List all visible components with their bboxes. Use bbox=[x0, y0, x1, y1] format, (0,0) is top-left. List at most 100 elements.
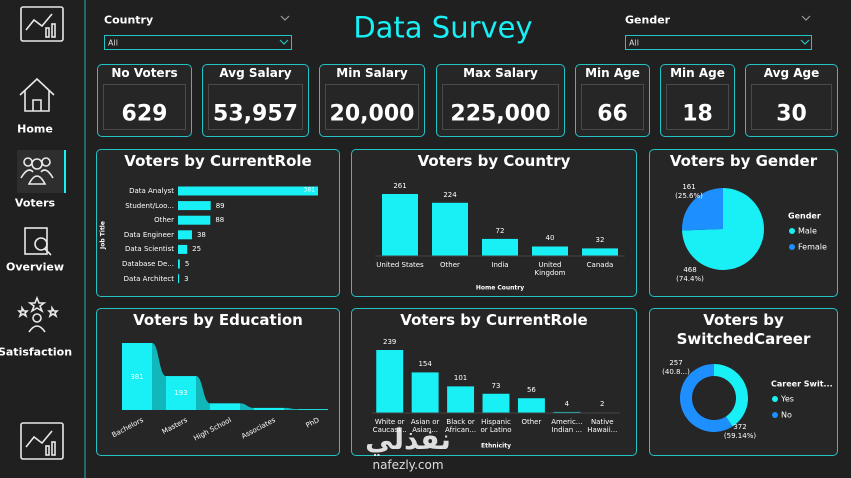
category-label: Other bbox=[154, 216, 174, 225]
kpi-card bbox=[97, 64, 192, 137]
legend-label: Female bbox=[798, 242, 827, 252]
kpi-label: Avg Salary bbox=[219, 66, 292, 81]
bar bbox=[382, 194, 418, 256]
value-label: 88 bbox=[215, 216, 225, 225]
bar bbox=[178, 274, 180, 284]
value-label: 40 bbox=[545, 234, 555, 243]
category-label: Data Engineer bbox=[123, 230, 174, 239]
value-label: 38 bbox=[196, 230, 206, 239]
bar bbox=[411, 372, 439, 413]
kpi-value: 53,957 bbox=[213, 101, 298, 127]
chart-title: Voters by CurrentRole bbox=[400, 311, 588, 329]
kpi-label: Min Age bbox=[585, 66, 640, 81]
chart-title: Voters by SwitchedCareer bbox=[676, 311, 811, 348]
home-icon[interactable] bbox=[19, 77, 55, 112]
bar bbox=[178, 215, 211, 225]
bar bbox=[432, 202, 468, 256]
kpi-value: 66 bbox=[597, 101, 628, 127]
value-label: 72 bbox=[495, 226, 505, 235]
kpi-card bbox=[575, 64, 650, 137]
value-label: 56 bbox=[526, 386, 536, 395]
legend-marker bbox=[772, 396, 778, 402]
value-label: 239 bbox=[383, 337, 397, 346]
bar bbox=[178, 201, 211, 211]
kpi-label: Min Salary bbox=[336, 66, 408, 81]
bottom-logo-icon bbox=[20, 422, 64, 460]
kpi-card bbox=[202, 64, 309, 137]
filter-value: All bbox=[108, 38, 118, 48]
bar bbox=[447, 386, 475, 413]
value-label: 381 bbox=[303, 186, 315, 194]
satisfaction-icon[interactable] bbox=[27, 295, 47, 313]
bar bbox=[122, 343, 152, 410]
page-title: Data Survey bbox=[353, 10, 533, 45]
watermark-site: nafezly.com bbox=[372, 458, 444, 473]
legend-title: Career Swit... bbox=[771, 379, 833, 389]
bar bbox=[166, 376, 196, 410]
category-label: Data Analyst bbox=[129, 186, 174, 195]
bar bbox=[553, 411, 581, 413]
bar bbox=[582, 248, 618, 256]
pie-slice bbox=[682, 188, 764, 270]
chart-title: Voters by Country bbox=[417, 152, 571, 170]
chevron[interactable] bbox=[800, 39, 810, 45]
chevron[interactable] bbox=[279, 39, 289, 45]
pie-slice bbox=[682, 188, 723, 231]
bar bbox=[210, 403, 240, 410]
category-label: Canada bbox=[586, 261, 614, 269]
filter-label: Gender bbox=[625, 13, 671, 27]
value-label: 381 bbox=[130, 372, 144, 381]
bar bbox=[254, 407, 284, 410]
kpi-value: 225,000 bbox=[450, 101, 551, 127]
value-label: 25 bbox=[192, 245, 202, 254]
nav-label[interactable]: Home bbox=[17, 122, 53, 136]
donut-slice bbox=[680, 364, 733, 432]
kpi-value: 30 bbox=[776, 101, 807, 127]
category-label: Americ... Indian ... bbox=[551, 418, 583, 435]
value-label: 154 bbox=[418, 360, 432, 369]
kpi-inner bbox=[442, 84, 559, 130]
ribbon-connector bbox=[284, 407, 298, 410]
nav-label[interactable]: Voters bbox=[14, 196, 56, 210]
value-label: 193 bbox=[174, 388, 188, 397]
value-label: 32 bbox=[595, 236, 605, 245]
kpi-value: 20,000 bbox=[329, 101, 415, 127]
filter-dropdown[interactable] bbox=[104, 35, 292, 50]
chart-title: Voters by Education bbox=[133, 311, 303, 329]
kpi-inner bbox=[751, 84, 832, 130]
chevron[interactable] bbox=[801, 15, 811, 21]
logo-bar bbox=[51, 23, 56, 38]
value-label: 89 bbox=[215, 201, 225, 210]
percent-label: (40.8...) bbox=[662, 367, 690, 376]
category-label: Data Architect bbox=[123, 274, 174, 283]
bar bbox=[482, 393, 510, 413]
value-label: 468 bbox=[683, 265, 697, 274]
axis-title: Job Title bbox=[99, 221, 107, 249]
kpi-label: Avg Age bbox=[763, 66, 820, 81]
legend-marker bbox=[789, 228, 795, 234]
category-label: India bbox=[491, 261, 509, 269]
category-label: Other bbox=[440, 261, 460, 269]
percent-label: (25.6%) bbox=[675, 191, 703, 200]
ribbon-connector bbox=[240, 403, 254, 410]
filter-dropdown[interactable] bbox=[625, 35, 812, 50]
bar bbox=[376, 350, 404, 413]
chevron[interactable] bbox=[280, 15, 290, 21]
donut-slice bbox=[714, 364, 748, 427]
bar bbox=[178, 244, 188, 254]
kpi-value: 18 bbox=[682, 101, 713, 127]
watermark-logo: نفذلي bbox=[365, 422, 451, 456]
category-label: Other bbox=[521, 418, 542, 426]
kpi-inner bbox=[666, 84, 729, 130]
kpi-inner bbox=[325, 84, 419, 130]
category-label: Student/Loo... bbox=[125, 201, 174, 210]
kpi-card bbox=[745, 64, 838, 137]
category-label: White or Caucasi... bbox=[372, 418, 407, 435]
value-label: 261 bbox=[393, 181, 407, 190]
value-label: 101 bbox=[453, 374, 468, 383]
bar bbox=[298, 409, 328, 410]
nav-label[interactable]: Satisfaction bbox=[0, 345, 73, 359]
nav-label[interactable]: Overview bbox=[6, 260, 64, 274]
category-label: Native Hawaii... bbox=[587, 418, 618, 435]
category-label: Black or African... bbox=[445, 418, 477, 435]
